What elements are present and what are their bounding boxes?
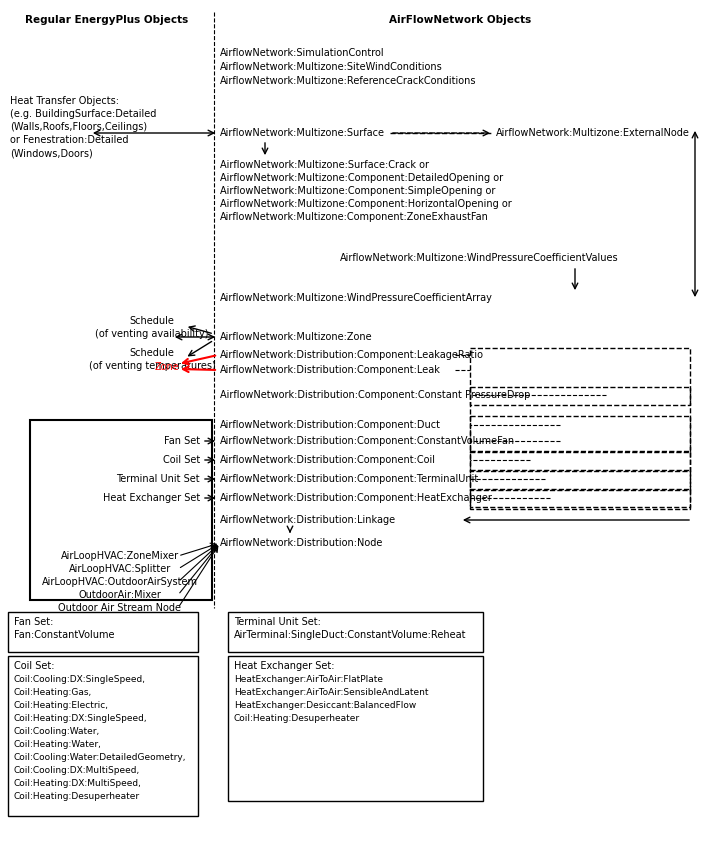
Text: Regular EnergyPlus Objects: Regular EnergyPlus Objects: [25, 15, 189, 25]
Text: AirflowNetwork:Distribution:Component:Constant PressureDrop: AirflowNetwork:Distribution:Component:Co…: [220, 390, 531, 400]
Text: AirflowNetwork:Distribution:Linkage: AirflowNetwork:Distribution:Linkage: [220, 515, 396, 525]
Text: (of venting availability): (of venting availability): [95, 329, 208, 339]
Text: HeatExchanger:AirToAir:FlatPlate: HeatExchanger:AirToAir:FlatPlate: [234, 675, 383, 684]
Bar: [470, 348, 690, 507]
Text: Coil:Heating:Desuperheater: Coil:Heating:Desuperheater: [234, 714, 360, 723]
Text: (Walls,Roofs,Floors,Ceilings): (Walls,Roofs,Floors,Ceilings): [10, 122, 147, 132]
Text: OutdoorAir:Mixer: OutdoorAir:Mixer: [79, 590, 161, 600]
Text: Heat Exchanger Set:: Heat Exchanger Set:: [234, 661, 334, 671]
Text: AirflowNetwork:Multizone:Component:DetailedOpening or: AirflowNetwork:Multizone:Component:Detai…: [220, 173, 503, 183]
Text: AirflowNetwork:Distribution:Node: AirflowNetwork:Distribution:Node: [220, 538, 383, 548]
Text: Heat Exchanger Set: Heat Exchanger Set: [102, 493, 200, 503]
Text: Coil:Heating:Gas,: Coil:Heating:Gas,: [14, 688, 92, 697]
Text: AirLoopHVAC:ZoneMixer: AirLoopHVAC:ZoneMixer: [61, 551, 179, 561]
Text: Coil:Heating:Electric,: Coil:Heating:Electric,: [14, 701, 109, 710]
Text: AirflowNetwork:Distribution:Component:LeakageRatio: AirflowNetwork:Distribution:Component:Le…: [220, 350, 484, 360]
Text: Coil:Cooling:Water,: Coil:Cooling:Water,: [14, 727, 100, 736]
Text: AirflowNetwork:Multizone:Zone: AirflowNetwork:Multizone:Zone: [220, 332, 373, 342]
Text: Terminal Unit Set:: Terminal Unit Set:: [234, 617, 321, 627]
Text: (of venting temperatures): (of venting temperatures): [88, 361, 216, 371]
Text: Coil:Heating:Water,: Coil:Heating:Water,: [14, 740, 102, 749]
Text: Fan Set: Fan Set: [164, 436, 200, 446]
Text: Coil:Heating:DX:SingleSpeed,: Coil:Heating:DX:SingleSpeed,: [14, 714, 147, 723]
Text: AirflowNetwork:SimulationControl: AirflowNetwork:SimulationControl: [220, 48, 385, 58]
Text: Coil Set: Coil Set: [163, 455, 200, 465]
Text: AirflowNetwork:Distribution:Component:Coil: AirflowNetwork:Distribution:Component:Co…: [220, 455, 436, 465]
Text: AirflowNetwork:Multizone:ExternalNode: AirflowNetwork:Multizone:ExternalNode: [496, 128, 690, 138]
Text: Terminal Unit Set: Terminal Unit Set: [117, 474, 200, 484]
Text: Zone: Zone: [154, 362, 180, 372]
Text: AirflowNetwork:Multizone:ReferenceCrackConditions: AirflowNetwork:Multizone:ReferenceCrackC…: [220, 76, 477, 86]
Text: AirflowNetwork:Multizone:Surface:Crack or: AirflowNetwork:Multizone:Surface:Crack o…: [220, 160, 429, 170]
Bar: [470, 416, 690, 452]
Bar: [30, 420, 212, 600]
Text: (Windows,Doors): (Windows,Doors): [10, 148, 93, 158]
Text: Coil:Cooling:Water:DetailedGeometry,: Coil:Cooling:Water:DetailedGeometry,: [14, 753, 187, 762]
Text: AirLoopHVAC:Splitter: AirLoopHVAC:Splitter: [69, 564, 171, 574]
Text: AirflowNetwork:Multizone:Component:SimpleOpening or: AirflowNetwork:Multizone:Component:Simpl…: [220, 186, 496, 196]
Text: Schedule: Schedule: [130, 348, 174, 358]
Text: (e.g. BuildingSurface:Detailed: (e.g. BuildingSurface:Detailed: [10, 109, 157, 119]
Bar: [228, 612, 483, 652]
Text: AirflowNetwork:Multizone:Component:ZoneExhaustFan: AirflowNetwork:Multizone:Component:ZoneE…: [220, 212, 489, 222]
Text: Fan:ConstantVolume: Fan:ConstantVolume: [14, 630, 114, 640]
Text: AirflowNetwork:Distribution:Component:ConstantVolumeFan: AirflowNetwork:Distribution:Component:Co…: [220, 436, 515, 446]
Bar: [228, 656, 483, 801]
Text: AirflowNetwork:Multizone:Component:HorizontalOpening or: AirflowNetwork:Multizone:Component:Horiz…: [220, 199, 512, 209]
Text: HeatExchanger:Desiccant:BalancedFlow: HeatExchanger:Desiccant:BalancedFlow: [234, 701, 416, 710]
Text: Coil:Heating:Desuperheater: Coil:Heating:Desuperheater: [14, 792, 140, 801]
Text: AirflowNetwork:Distribution:Component:Duct: AirflowNetwork:Distribution:Component:Du…: [220, 420, 441, 430]
Text: AirflowNetwork:Distribution:Component:HeatExchanger: AirflowNetwork:Distribution:Component:He…: [220, 493, 493, 503]
Text: Coil:Heating:DX:MultiSpeed,: Coil:Heating:DX:MultiSpeed,: [14, 779, 142, 788]
Text: AirflowNetwork:Multizone:WindPressureCoefficientValues: AirflowNetwork:Multizone:WindPressureCoe…: [340, 253, 618, 263]
Text: Coil:Cooling:DX:MultiSpeed,: Coil:Cooling:DX:MultiSpeed,: [14, 766, 140, 775]
Text: Schedule: Schedule: [130, 316, 174, 326]
Bar: [470, 451, 690, 471]
Text: AirflowNetwork:Multizone:Surface: AirflowNetwork:Multizone:Surface: [220, 128, 385, 138]
Text: Fan Set:: Fan Set:: [14, 617, 53, 627]
Text: AirflowNetwork:Distribution:Component:Leak: AirflowNetwork:Distribution:Component:Le…: [220, 365, 441, 375]
Text: Outdoor Air Stream Node: Outdoor Air Stream Node: [58, 603, 182, 613]
Text: or Fenestration:Detailed: or Fenestration:Detailed: [10, 135, 128, 145]
Text: AirFlowNetwork Objects: AirFlowNetwork Objects: [389, 15, 531, 25]
Text: HeatExchanger:AirToAir:SensibleAndLatent: HeatExchanger:AirToAir:SensibleAndLatent: [234, 688, 428, 697]
Text: AirLoopHVAC:OutdoorAirSystem: AirLoopHVAC:OutdoorAirSystem: [42, 577, 198, 587]
Bar: [8, 612, 198, 652]
Text: AirflowNetwork:Multizone:WindPressureCoefficientArray: AirflowNetwork:Multizone:WindPressureCoe…: [220, 293, 493, 303]
Bar: [8, 656, 198, 816]
Text: AirTerminal:SingleDuct:ConstantVolume:Reheat: AirTerminal:SingleDuct:ConstantVolume:Re…: [234, 630, 467, 640]
Bar: [470, 387, 690, 405]
Bar: [470, 489, 690, 509]
Text: Coil:Cooling:DX:SingleSpeed,: Coil:Cooling:DX:SingleSpeed,: [14, 675, 146, 684]
Text: AirflowNetwork:Multizone:SiteWindConditions: AirflowNetwork:Multizone:SiteWindConditi…: [220, 62, 443, 72]
Text: Heat Transfer Objects:: Heat Transfer Objects:: [10, 96, 119, 106]
Bar: [470, 470, 690, 490]
Text: Coil Set:: Coil Set:: [14, 661, 55, 671]
Text: AirflowNetwork:Distribution:Component:TerminalUnit: AirflowNetwork:Distribution:Component:Te…: [220, 474, 479, 484]
